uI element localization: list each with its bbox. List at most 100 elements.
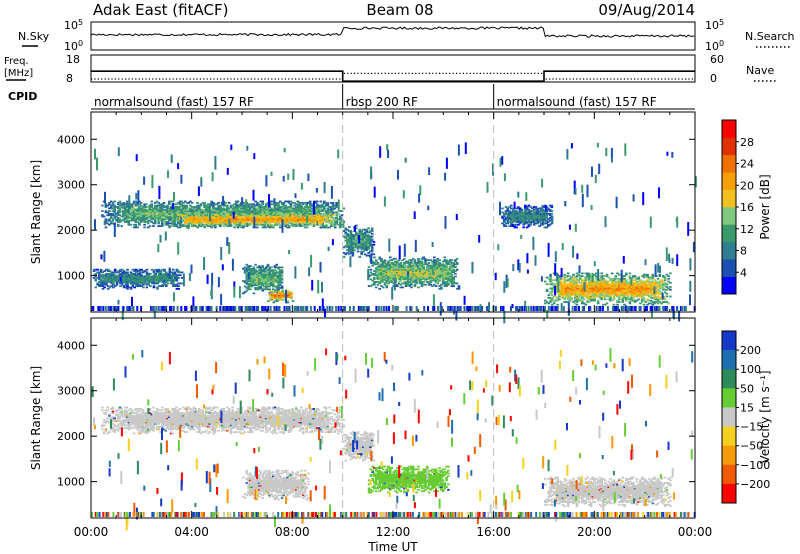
data-cell xyxy=(353,245,356,247)
data-cell xyxy=(598,290,602,292)
data-cell xyxy=(581,279,584,282)
data-cell xyxy=(445,264,448,267)
data-cell xyxy=(362,241,365,243)
data-cell xyxy=(605,291,609,294)
data-cell xyxy=(128,279,131,282)
data-cell xyxy=(192,207,196,210)
data-cell xyxy=(588,279,591,282)
data-cell xyxy=(363,231,367,234)
data-cell xyxy=(455,257,459,260)
data-cell xyxy=(171,214,175,217)
data-cell xyxy=(110,277,113,279)
data-cell xyxy=(551,303,554,306)
data-cell xyxy=(572,286,575,288)
data-cell xyxy=(205,210,208,212)
data-cell xyxy=(454,263,457,266)
data-cell xyxy=(134,223,138,226)
data-cell xyxy=(286,300,290,302)
data-cell xyxy=(273,276,277,278)
data-cell xyxy=(387,270,390,272)
data-cell xyxy=(128,274,131,277)
data-cell xyxy=(268,222,272,225)
data-cell xyxy=(429,283,433,286)
data-cell xyxy=(271,285,275,288)
data-cell xyxy=(370,235,374,238)
data-cell xyxy=(277,285,280,288)
data-cell xyxy=(305,211,308,214)
data-cell xyxy=(135,282,138,285)
data-cell xyxy=(254,200,257,203)
data-cell xyxy=(264,204,268,207)
data-cell xyxy=(351,254,355,257)
data-cell xyxy=(264,287,268,289)
data-cell xyxy=(362,237,365,239)
data-cell xyxy=(559,280,563,283)
data-cell xyxy=(399,274,403,277)
data-cell xyxy=(376,263,380,266)
data-cell xyxy=(298,207,301,210)
data-cell xyxy=(363,234,367,237)
data-cell xyxy=(389,277,392,279)
data-cell xyxy=(591,283,595,286)
data-cell xyxy=(134,221,138,223)
data-cell xyxy=(250,269,254,272)
data-cell xyxy=(301,203,305,206)
data-cell xyxy=(436,266,440,268)
data-cell xyxy=(254,208,257,211)
data-cell xyxy=(373,283,376,286)
data-cell xyxy=(415,270,418,272)
data-cell xyxy=(208,203,212,206)
data-cell xyxy=(330,214,333,217)
data-cell xyxy=(326,217,330,219)
data-cell xyxy=(353,241,356,243)
data-cell xyxy=(584,286,588,288)
data-cell xyxy=(110,279,113,282)
data-cell xyxy=(422,275,425,278)
data-cell xyxy=(443,285,447,287)
data-cell xyxy=(266,280,270,282)
data-cell xyxy=(288,292,291,294)
data-cell xyxy=(117,274,120,277)
data-cell xyxy=(415,266,418,268)
data-cell xyxy=(404,264,408,267)
data-cell xyxy=(164,212,168,215)
data-cell xyxy=(229,221,233,223)
data-cell xyxy=(602,287,605,290)
data-cell xyxy=(104,206,108,208)
data-cell xyxy=(417,281,420,283)
data-cell xyxy=(381,271,385,274)
data-cell xyxy=(300,202,303,204)
data-cell xyxy=(101,277,105,279)
data-cell xyxy=(307,215,310,218)
data-cell xyxy=(122,270,126,272)
data-cell xyxy=(307,223,310,226)
data-cell xyxy=(150,200,153,203)
data-cell xyxy=(273,277,277,280)
data-cell xyxy=(579,292,582,295)
data-cell xyxy=(389,256,392,259)
data-cell xyxy=(268,207,271,210)
data-cell xyxy=(155,214,159,217)
data-cell xyxy=(162,202,166,204)
data-cell xyxy=(116,211,120,214)
data-cell xyxy=(570,286,573,288)
data-cell xyxy=(247,217,251,219)
data-cell xyxy=(595,288,598,291)
data-cell xyxy=(316,208,319,211)
data-cell xyxy=(240,207,243,210)
data-cell xyxy=(575,276,579,279)
data-cell xyxy=(598,287,602,290)
data-cell xyxy=(403,268,406,271)
data-cell xyxy=(122,219,125,222)
data-cell xyxy=(122,275,126,278)
data-cell xyxy=(326,214,330,217)
data-cell xyxy=(273,274,277,277)
data-cell xyxy=(381,274,385,277)
data-cell xyxy=(205,212,208,215)
data-cell xyxy=(106,219,109,222)
data-cell xyxy=(266,223,270,226)
data-cell xyxy=(612,279,616,282)
data-cell xyxy=(226,204,229,207)
data-cell xyxy=(413,281,417,283)
data-cell xyxy=(152,211,155,214)
